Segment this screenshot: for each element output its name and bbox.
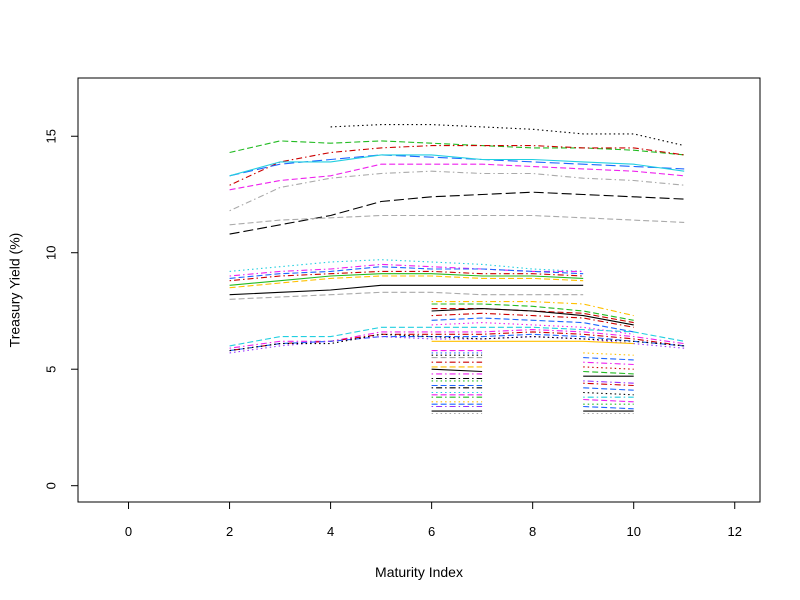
series-line-59 (583, 382, 634, 387)
series-line-54 (583, 361, 634, 366)
series-line-31 (431, 340, 634, 345)
series-line-38 (431, 368, 483, 373)
series-line-28 (229, 333, 685, 352)
series-line-25 (229, 326, 685, 347)
series-line-56 (583, 370, 634, 375)
x-tick-label: 12 (728, 524, 742, 539)
series-line-55 (583, 366, 634, 370)
series-line-21 (431, 308, 634, 326)
series-line-58 (583, 380, 634, 384)
series-line-4 (229, 154, 685, 177)
y-tick-label: 15 (43, 129, 58, 143)
y-axis: 0 5 10 15 (43, 129, 79, 489)
series-line-23 (431, 317, 634, 333)
plot-frame (77, 77, 761, 503)
series-line-52 (583, 352, 634, 356)
x-axis: 0 2 4 6 8 10 12 (125, 501, 742, 539)
x-tick-label: 8 (529, 524, 536, 539)
series-line-19 (431, 303, 634, 321)
series-line-13 (229, 270, 584, 282)
series-line-61 (583, 391, 634, 396)
y-tick-label: 0 (43, 482, 58, 489)
series-line-6 (229, 163, 685, 191)
series-line-24 (431, 322, 634, 335)
series-line-8 (229, 191, 685, 235)
y-tick-label: 5 (43, 366, 58, 373)
x-tick-label: 6 (428, 524, 435, 539)
series-line-18 (431, 301, 634, 317)
series-line-2 (229, 140, 685, 156)
series-line-3 (229, 145, 685, 186)
series-line-17 (229, 291, 584, 300)
series-line-14 (229, 273, 584, 286)
y-axis-title: Treasury Yield (%) (7, 233, 23, 348)
series-line-22 (431, 312, 634, 328)
series-line-7 (229, 170, 685, 212)
x-tick-label: 2 (226, 524, 233, 539)
x-tick-label: 0 (125, 524, 132, 539)
series-line-9 (229, 214, 685, 226)
series-line-12 (229, 266, 584, 279)
series-line-26 (229, 329, 685, 349)
x-axis-title: Maturity Index (375, 564, 463, 580)
series-line-1 (330, 124, 685, 147)
series-line-29 (229, 336, 685, 354)
series-line-65 (583, 405, 634, 410)
series-line-15 (229, 275, 584, 289)
series-line-60 (583, 387, 634, 391)
series-line-5 (229, 154, 685, 177)
series-line-63 (583, 398, 634, 403)
series-line-53 (583, 357, 634, 361)
x-tick-label: 4 (327, 524, 334, 539)
series-line-10 (229, 259, 584, 272)
y-tick-label: 10 (43, 245, 58, 259)
series-line-16 (229, 284, 584, 296)
x-tick-label: 10 (626, 524, 640, 539)
series-layer (229, 124, 685, 415)
series-line-11 (229, 263, 584, 277)
